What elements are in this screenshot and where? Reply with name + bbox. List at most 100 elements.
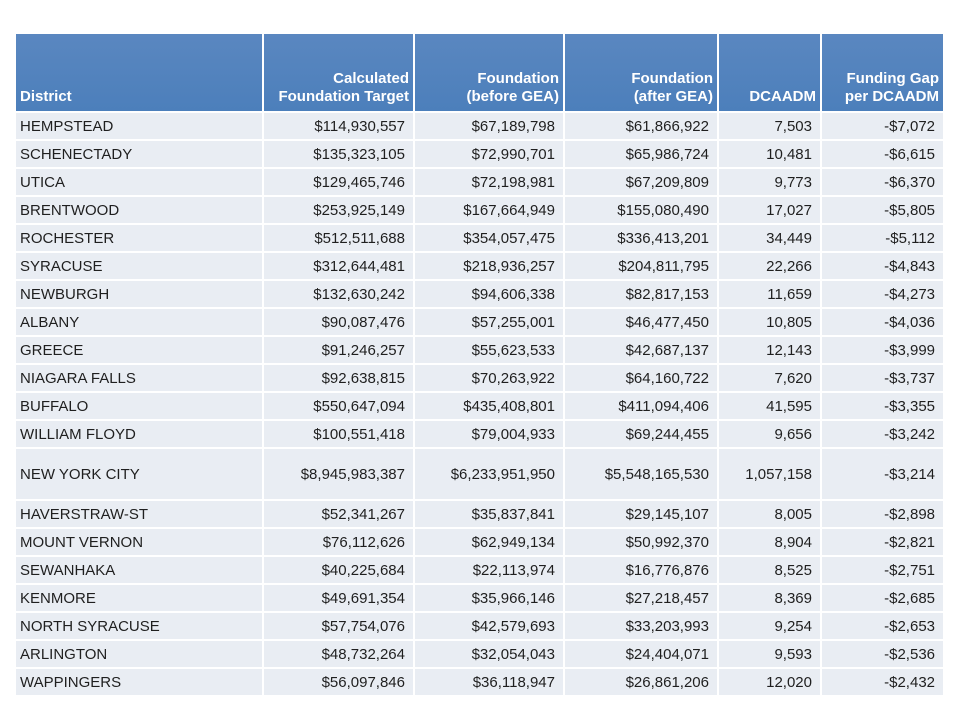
value-cell: 10,481: [717, 139, 822, 169]
value-cell: $35,837,841: [413, 499, 565, 529]
value-cell: 8,904: [717, 527, 822, 557]
table-row: HAVERSTRAW-ST $52,341,267 $35,837,841 $29,1…: [14, 499, 945, 529]
footnote: Foundation Target is “Foundation Aid bef…: [22, 668, 942, 720]
table-row: SEWANHAKA $40,225,684 $22,113,974 $16,776,8…: [14, 555, 945, 585]
value-cell: $40,225,684: [262, 555, 415, 585]
value-cell: $61,866,922: [563, 111, 719, 141]
value-cell: 9,593: [717, 639, 822, 669]
column-header-district: District: [14, 32, 264, 113]
value-cell: -$3,214: [820, 447, 945, 501]
value-cell: -$3,242: [820, 419, 945, 449]
value-cell: -$2,536: [820, 639, 945, 669]
table-header: District Calculated Foundation Target Foun…: [14, 32, 945, 113]
value-cell: $94,606,338: [413, 279, 565, 309]
value-cell: 8,525: [717, 555, 822, 585]
value-cell: 11,659: [717, 279, 822, 309]
value-cell: $100,551,418: [262, 419, 415, 449]
district-cell: ALBANY: [14, 307, 264, 337]
value-cell: $35,966,146: [413, 583, 565, 613]
value-cell: $57,255,001: [413, 307, 565, 337]
value-cell: $82,817,153: [563, 279, 719, 309]
value-cell: 12,143: [717, 335, 822, 365]
district-cell: NORTH SYRACUSE: [14, 611, 264, 641]
value-cell: 9,656: [717, 419, 822, 449]
value-cell: $79,004,933: [413, 419, 565, 449]
value-cell: 8,369: [717, 583, 822, 613]
column-header-funding-gap: Funding Gap per DCAADM: [820, 32, 945, 113]
value-cell: $72,990,701: [413, 139, 565, 169]
value-cell: $36,118,947: [413, 667, 565, 697]
table-row: SYRACUSE $312,644,481 $218,936,257 $204,811…: [14, 251, 945, 281]
value-cell: $32,054,043: [413, 639, 565, 669]
value-cell: $411,094,406: [563, 391, 719, 421]
value-cell: -$6,370: [820, 167, 945, 197]
value-cell: $46,477,450: [563, 307, 719, 337]
value-cell: -$4,273: [820, 279, 945, 309]
value-cell: -$2,685: [820, 583, 945, 613]
value-cell: $26,861,206: [563, 667, 719, 697]
value-cell: -$3,355: [820, 391, 945, 421]
column-header-after-gea: Foundation (after GEA): [563, 32, 719, 113]
table-row: MOUNT VERNON $76,112,626 $62,949,134 $50,99…: [14, 527, 945, 557]
value-cell: $67,189,798: [413, 111, 565, 141]
value-cell: -$3,737: [820, 363, 945, 393]
district-cell: NEW YORK CITY: [14, 447, 264, 501]
value-cell: $512,511,688: [262, 223, 415, 253]
value-cell: $155,080,490: [563, 195, 719, 225]
value-cell: $76,112,626: [262, 527, 415, 557]
value-cell: $5,548,165,530: [563, 447, 719, 501]
table-body: HEMPSTEAD $114,930,557 $67,189,798 $61,866,…: [14, 111, 945, 697]
table-row: NIAGARA FALLS $92,638,815 $70,263,922 $64,1…: [14, 363, 945, 393]
value-cell: $72,198,981: [413, 167, 565, 197]
value-cell: $55,623,533: [413, 335, 565, 365]
value-cell: -$7,072: [820, 111, 945, 141]
value-cell: $91,246,257: [262, 335, 415, 365]
value-cell: 34,449: [717, 223, 822, 253]
district-cell: WAPPINGERS: [14, 667, 264, 697]
value-cell: $48,732,264: [262, 639, 415, 669]
value-cell: $24,404,071: [563, 639, 719, 669]
value-cell: $64,160,722: [563, 363, 719, 393]
value-cell: $22,113,974: [413, 555, 565, 585]
value-cell: 41,595: [717, 391, 822, 421]
value-cell: $135,323,105: [262, 139, 415, 169]
table-row: SCHENECTADY $135,323,105 $72,990,701 $65,98…: [14, 139, 945, 169]
value-cell: $57,754,076: [262, 611, 415, 641]
value-cell: $27,218,457: [563, 583, 719, 613]
funding-gap-table: District Calculated Foundation Target Foun…: [14, 32, 945, 697]
table-row: ARLINGTON $48,732,264 $32,054,043 $24,404,0…: [14, 639, 945, 669]
column-header-foundation-target: Calculated Foundation Target: [262, 32, 415, 113]
value-cell: $42,687,137: [563, 335, 719, 365]
value-cell: $8,945,983,387: [262, 447, 415, 501]
value-cell: $42,579,693: [413, 611, 565, 641]
table-row: BUFFALO $550,647,094 $435,408,801 $411,094,…: [14, 391, 945, 421]
value-cell: -$2,751: [820, 555, 945, 585]
value-cell: $70,263,922: [413, 363, 565, 393]
district-cell: HEMPSTEAD: [14, 111, 264, 141]
value-cell: $6,233,951,950: [413, 447, 565, 501]
table-row: WAPPINGERS $56,097,846 $36,118,947 $26,861,…: [14, 667, 945, 697]
district-cell: ARLINGTON: [14, 639, 264, 669]
value-cell: 12,020: [717, 667, 822, 697]
table-row: KENMORE $49,691,354 $35,966,146 $27,218,457…: [14, 583, 945, 613]
value-cell: $550,647,094: [262, 391, 415, 421]
district-cell: BUFFALO: [14, 391, 264, 421]
value-cell: 7,620: [717, 363, 822, 393]
value-cell: 7,503: [717, 111, 822, 141]
table-row: ROCHESTER $512,511,688 $354,057,475 $336,41…: [14, 223, 945, 253]
value-cell: $56,097,846: [262, 667, 415, 697]
column-header-dcaadm: DCAADM: [717, 32, 822, 113]
value-cell: $69,244,455: [563, 419, 719, 449]
value-cell: $62,949,134: [413, 527, 565, 557]
value-cell: 9,254: [717, 611, 822, 641]
value-cell: $336,413,201: [563, 223, 719, 253]
value-cell: 8,005: [717, 499, 822, 529]
district-cell: WILLIAM FLOYD: [14, 419, 264, 449]
value-cell: -$2,821: [820, 527, 945, 557]
value-cell: $16,776,876: [563, 555, 719, 585]
value-cell: 17,027: [717, 195, 822, 225]
value-cell: $354,057,475: [413, 223, 565, 253]
value-cell: 9,773: [717, 167, 822, 197]
value-cell: $29,145,107: [563, 499, 719, 529]
district-cell: KENMORE: [14, 583, 264, 613]
